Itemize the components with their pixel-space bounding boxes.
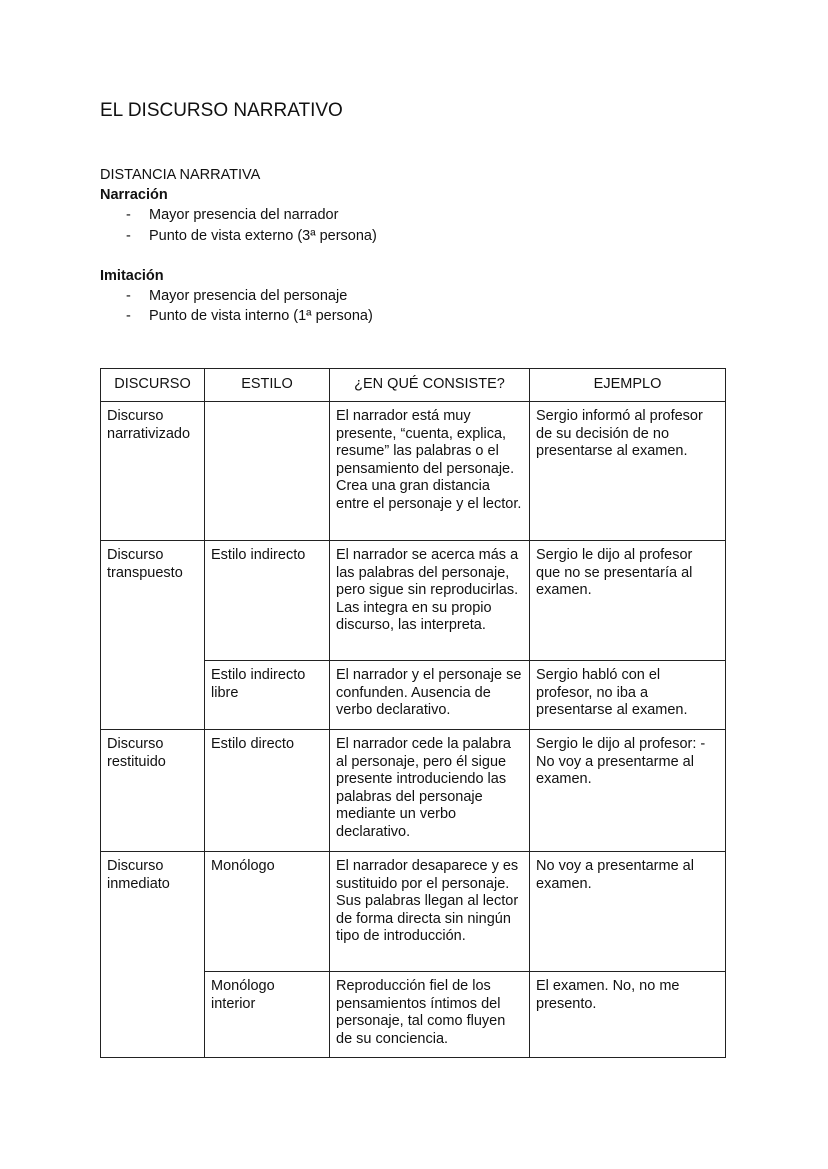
cell-discurso: Discurso narrativizado [100, 401, 205, 541]
imitacion-heading: Imitación [100, 268, 164, 284]
table-header-row: DISCURSO ESTILO ¿EN QUÉ CONSISTE? EJEMPL… [100, 368, 726, 402]
cell-estilo: Estilo directo [204, 729, 330, 852]
bullet-dash: - [126, 308, 131, 324]
cell-estilo: Monólogo [204, 851, 330, 972]
bullet-dash: - [126, 288, 131, 304]
cell-estilo: Estilo indirecto [204, 540, 330, 661]
table-row: Estilo indirecto libre El narrador y el … [101, 660, 726, 730]
section-heading: DISTANCIA NARRATIVA [100, 167, 261, 183]
bullet-text: Mayor presencia del narrador [149, 207, 339, 223]
narracion-heading: Narración [100, 187, 168, 203]
header-discurso: DISCURSO [100, 368, 205, 402]
page-title: EL DISCURSO NARRATIVO [100, 100, 343, 121]
cell-consiste: El narrador y el personaje se confunden.… [329, 660, 530, 730]
cell-discurso: Discurso restituido [100, 729, 205, 852]
bullet-dash: - [126, 207, 131, 223]
cell-discurso: Discurso transpuesto [100, 540, 205, 730]
discurso-table: DISCURSO ESTILO ¿EN QUÉ CONSISTE? EJEMPL… [100, 368, 726, 1058]
cell-consiste: El narrador está muy presente, “cuenta, … [329, 401, 530, 541]
table-row: Discurso inmediato Monólogo El narrador … [100, 851, 726, 1058]
table-row: Monólogo interior Reproducción fiel de l… [101, 971, 726, 1058]
table-row: Discurso narrativizado El narrador está … [100, 401, 726, 541]
cell-estilo: Estilo indirecto libre [204, 660, 330, 730]
cell-consiste: El narrador se acerca más a las palabras… [329, 540, 530, 661]
cell-consiste: Reproducción fiel de los pensamientos ín… [329, 971, 530, 1058]
bullet-text: Punto de vista interno (1ª persona) [149, 308, 373, 324]
bullet-text: Punto de vista externo (3ª persona) [149, 228, 377, 244]
cell-ejemplo: Sergio habló con el profesor, no iba a p… [529, 660, 726, 730]
cell-ejemplo: Sergio le dijo al profesor que no se pre… [529, 540, 726, 661]
cell-consiste: El narrador desaparece y es sustituido p… [329, 851, 530, 972]
cell-estilo: Monólogo interior [204, 971, 330, 1058]
header-estilo: ESTILO [204, 368, 330, 402]
bullet-dash: - [126, 228, 131, 244]
cell-ejemplo: Sergio informó al profesor de su decisió… [529, 401, 726, 541]
header-ejemplo: EJEMPLO [529, 368, 726, 402]
cell-consiste: El narrador cede la palabra al personaje… [329, 729, 530, 852]
cell-ejemplo: No voy a presentarme al examen. [529, 851, 726, 972]
bullet-text: Mayor presencia del personaje [149, 288, 348, 304]
header-consiste: ¿EN QUÉ CONSISTE? [329, 368, 530, 402]
table-row: Discurso restituido Estilo directo El na… [100, 729, 726, 852]
cell-ejemplo: Sergio le dijo al profesor: -No voy a pr… [529, 729, 726, 852]
cell-estilo [204, 401, 330, 541]
table-row: Discurso transpuesto Estilo indirecto El… [100, 540, 726, 730]
cell-discurso: Discurso inmediato [100, 851, 205, 1058]
cell-ejemplo: El examen. No, no me presento. [529, 971, 726, 1058]
